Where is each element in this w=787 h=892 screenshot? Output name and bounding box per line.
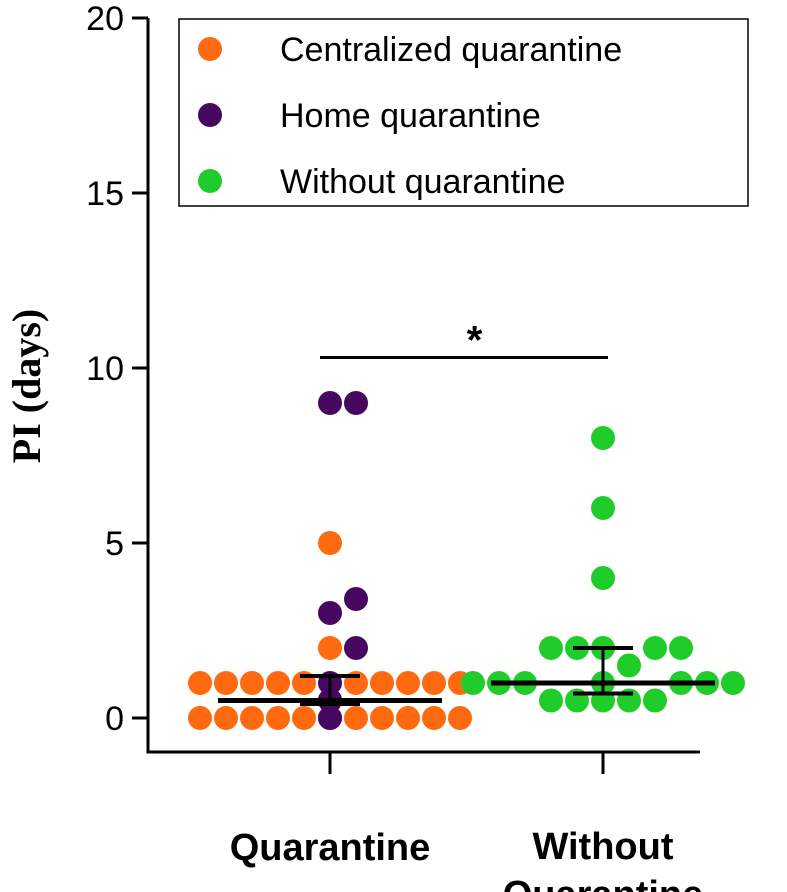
legend-marker: [198, 169, 222, 193]
data-point: [448, 706, 472, 730]
data-point: [318, 706, 342, 730]
data-point: [643, 688, 667, 713]
data-point: [396, 671, 420, 695]
legend-label: Home quarantine: [280, 97, 541, 135]
legend-label: Without quarantine: [280, 163, 565, 201]
data-point: [318, 601, 342, 625]
data-point: [539, 688, 563, 713]
data-point: [591, 496, 615, 520]
data-point: [721, 671, 745, 695]
data-point: [617, 653, 641, 678]
data-point: [396, 706, 420, 730]
data-point: [344, 706, 368, 730]
y-tick-label: 0: [105, 700, 124, 738]
x-category-label: Quarantine: [503, 874, 704, 892]
x-category-label: Without: [532, 826, 673, 868]
significance-label: *: [467, 319, 483, 363]
data-point: [461, 671, 485, 695]
data-point: [591, 426, 615, 450]
significance-bracket: *: [320, 319, 608, 363]
x-category-label: Quarantine: [230, 827, 431, 869]
legend-box: [178, 18, 749, 207]
y-tick-label: 15: [86, 175, 124, 213]
data-point: [422, 706, 446, 730]
legend-label: Centralized quarantine: [280, 31, 622, 69]
y-tick-label: 10: [86, 350, 124, 388]
data-point: [344, 391, 368, 415]
data-point: [422, 671, 446, 695]
y-tick-label: 5: [105, 525, 124, 563]
data-point: [266, 671, 290, 695]
data-point: [591, 566, 615, 590]
data-point: [240, 706, 264, 730]
data-point: [188, 671, 212, 695]
data-point: [643, 636, 667, 660]
data-point: [370, 706, 394, 730]
data-point: [188, 706, 212, 730]
data-point: [318, 391, 342, 415]
data-point: [669, 636, 693, 660]
data-point: [240, 671, 264, 695]
legend-marker: [198, 37, 222, 61]
y-axis-title: PI (days): [4, 309, 49, 463]
median-lines: [218, 646, 715, 706]
data-point: [344, 636, 368, 660]
data-points: [188, 391, 745, 730]
legend-marker: [198, 103, 222, 127]
data-point: [214, 706, 238, 730]
data-point: [266, 706, 290, 730]
data-point: [539, 636, 563, 660]
data-point: [344, 587, 368, 611]
data-point: [370, 671, 394, 695]
y-tick-label: 20: [86, 0, 124, 38]
data-point: [318, 531, 342, 555]
data-point: [214, 671, 238, 695]
data-point: [318, 636, 342, 660]
data-point: [292, 706, 316, 730]
legend: Centralized quarantine Home quarantine Wit…: [178, 18, 749, 207]
axes: 0 5 10 15 20 Quarantine Without Quarantine PI (d…: [4, 0, 703, 892]
